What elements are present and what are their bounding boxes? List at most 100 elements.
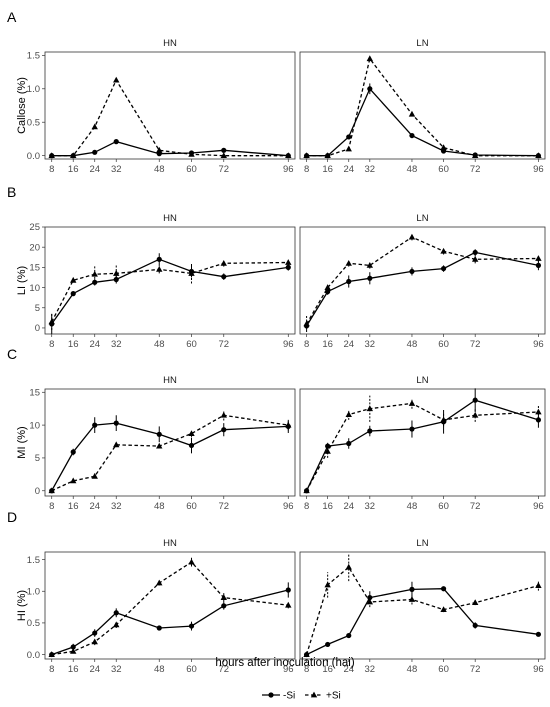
x-tick-label: 48	[154, 664, 165, 675]
data-point-circle	[113, 610, 119, 616]
x-tick-label: 96	[533, 164, 544, 175]
data-point-circle	[409, 132, 415, 139]
data-point-circle	[367, 594, 373, 601]
data-point-circle	[409, 268, 415, 275]
y-axis-label: MI (%)	[16, 426, 28, 458]
legend-key-triangle	[310, 691, 318, 698]
facet-LN: LN 8 16 24 32 48 60 72 96	[299, 375, 546, 512]
data-point-triangle	[156, 442, 163, 449]
panel-A: A Callose (%) 0.0 0.5 1.0 1.5 HN 8 16 24 32 48 60 72 9…	[7, 9, 546, 175]
data-point-triangle	[156, 146, 163, 153]
data-point-triangle	[70, 152, 77, 159]
y-tick-label: 1.0	[27, 84, 40, 95]
data-point-triangle	[285, 421, 292, 428]
x-tick-label: 72	[218, 339, 229, 350]
series-plus-si	[48, 259, 292, 330]
y-tick-label: 20	[29, 242, 40, 253]
data-point-triangle	[188, 150, 195, 157]
data-point-circle	[221, 147, 227, 153]
data-point-triangle	[471, 599, 479, 606]
x-tick-label: 8	[49, 501, 54, 512]
series-line	[305, 566, 539, 655]
x-tick-label: 96	[283, 339, 294, 350]
x-tick-label: 16	[322, 501, 333, 512]
x-tick-label: 72	[470, 501, 481, 512]
data-point-circle	[472, 622, 478, 629]
series-minus-si	[49, 253, 291, 334]
series-line	[51, 261, 289, 323]
data-point-triangle	[70, 648, 77, 654]
y-tick-label: 25	[29, 222, 40, 233]
data-point-circle	[535, 417, 542, 423]
x-tick-label: 24	[343, 339, 354, 350]
data-point-triangle	[324, 152, 331, 159]
data-point-triangle	[91, 638, 98, 645]
data-point-triangle	[471, 411, 479, 418]
panel-C: C MI (%) 0 5 10 15 HN 8 16 24 32 48 60 72 96 LN 8 16 24 32 4…	[7, 346, 546, 512]
series-plus-si	[303, 55, 542, 159]
data-point-circle	[113, 276, 119, 283]
data-point-triangle	[366, 261, 374, 268]
y-tick-label: 0.5	[27, 117, 40, 128]
x-tick-label: 8	[49, 339, 54, 350]
series-minus-si	[303, 581, 542, 658]
legend: -Si +Si	[262, 691, 341, 702]
data-point-triangle	[408, 233, 416, 240]
x-tick-label: 32	[365, 501, 376, 512]
facet-strip-label: LN	[416, 213, 428, 224]
data-point-triangle	[471, 152, 479, 159]
y-tick-label: 5	[35, 453, 40, 464]
data-point-circle	[535, 631, 542, 637]
x-tick-label: 60	[186, 339, 197, 350]
series-line	[51, 589, 289, 656]
data-point-triangle	[285, 152, 292, 159]
data-point-triangle	[535, 582, 542, 588]
x-tick-label: 32	[365, 664, 376, 675]
series-plus-si	[48, 410, 292, 494]
data-point-circle	[70, 291, 76, 297]
facet-strip-label: HN	[163, 538, 177, 549]
x-tick-label: 16	[68, 501, 79, 512]
data-point-circle	[285, 587, 291, 593]
x-tick-label: 24	[89, 339, 100, 350]
data-point-triangle	[220, 594, 227, 600]
x-tick-label: 72	[218, 164, 229, 175]
data-point-triangle	[188, 270, 195, 276]
x-tick-label: 96	[533, 339, 544, 350]
data-point-triangle	[70, 477, 77, 484]
plot-frame	[44, 51, 296, 160]
series-line	[51, 140, 289, 157]
data-point-circle	[346, 134, 352, 140]
data-point-triangle	[48, 487, 55, 494]
plot-frame	[44, 551, 296, 660]
panel-letter: D	[7, 509, 17, 525]
y-tick-label: 0.0	[27, 151, 40, 162]
series-plus-si	[303, 395, 542, 494]
data-point-triangle	[91, 472, 98, 479]
data-point-triangle	[345, 411, 352, 418]
data-point-triangle	[220, 259, 227, 266]
x-tick-label: 32	[365, 339, 376, 350]
facet-strip-label: HN	[163, 38, 177, 49]
series-line	[51, 414, 289, 492]
y-tick-label: 10	[29, 420, 40, 431]
series-line	[306, 236, 539, 325]
data-point-triangle	[156, 579, 163, 586]
panel-letter: C	[7, 346, 17, 362]
panel-letter: B	[7, 184, 16, 200]
x-tick-label: 8	[304, 501, 309, 512]
x-tick-label: 24	[89, 164, 100, 175]
data-point-circle	[440, 586, 447, 592]
facet-HN: HN 8 16 24 32 48 60 72 96	[44, 213, 296, 350]
y-axis-label: Callose (%)	[16, 77, 28, 134]
facet-strip-label: HN	[163, 213, 177, 224]
y-tick-label: 1.0	[27, 586, 40, 597]
data-point-triangle	[113, 441, 120, 448]
series-line	[51, 258, 289, 325]
facet-HN: HN 8 16 24 32 48 60 72 96	[44, 38, 296, 175]
x-tick-label: 16	[68, 164, 79, 175]
facet-LN: LN 8 16 24 32 48 60 72 96	[299, 213, 546, 350]
data-point-triangle	[188, 558, 195, 565]
x-tick-label: 48	[154, 501, 165, 512]
y-tick-label: 15	[29, 263, 40, 274]
